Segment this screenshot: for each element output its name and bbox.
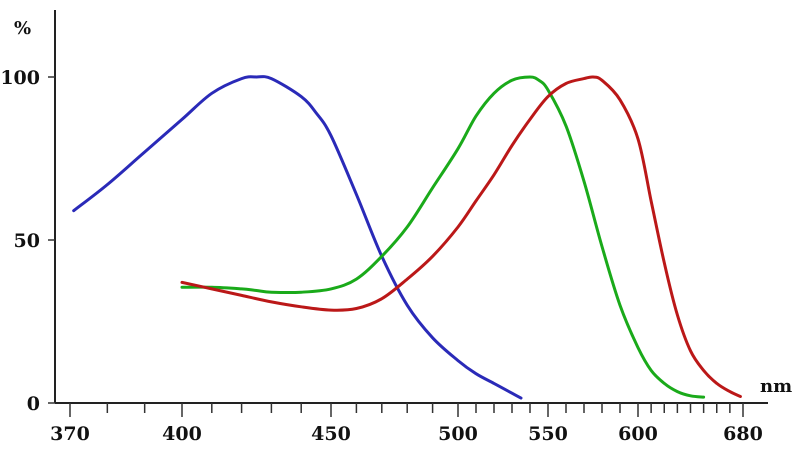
x-axis-unit-label: nm — [760, 376, 792, 397]
x-tick-label: 680 — [723, 423, 763, 445]
x-tick-label: 450 — [311, 423, 351, 445]
x-tick-label: 600 — [618, 423, 658, 445]
series-line-1 — [180, 75, 706, 399]
y-tick-label: 50 — [14, 230, 40, 252]
ticks-layer: 0 50 100 370 400 450 500 550 600 680 — [0, 67, 763, 445]
series-line-2 — [180, 75, 742, 398]
y-tick-label: 0 — [27, 393, 40, 415]
y-axis-unit-label: % — [14, 18, 31, 39]
series-layer — [72, 75, 742, 400]
series-line-0 — [72, 75, 523, 400]
axes-layer — [54, 10, 768, 404]
x-tick-label: 550 — [528, 423, 568, 445]
x-tick-label: 370 — [50, 423, 90, 445]
x-tick-label: 500 — [438, 423, 478, 445]
y-tick-label: 100 — [0, 67, 40, 89]
x-tick-label: 400 — [162, 423, 202, 445]
labels-layer: % nm — [14, 18, 792, 397]
